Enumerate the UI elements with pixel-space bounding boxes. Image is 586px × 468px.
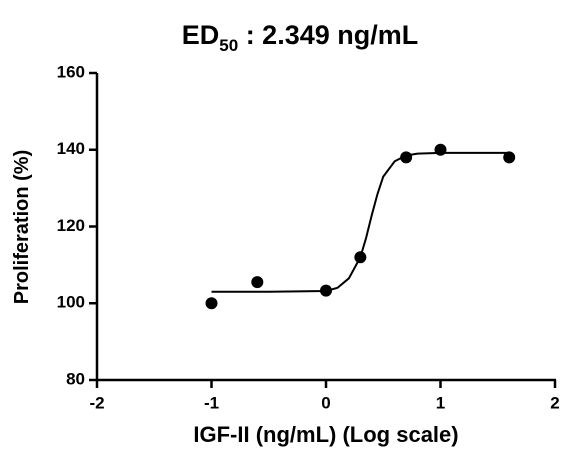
y-tick-label: 120 [57, 216, 85, 235]
data-point [400, 151, 413, 164]
x-tick-label: 2 [550, 393, 559, 412]
x-tick-label: -1 [204, 393, 219, 412]
data-point [354, 251, 367, 264]
y-tick-label: 100 [57, 293, 85, 312]
data-point [251, 276, 264, 289]
title-text: ED [182, 20, 220, 50]
data-point [205, 297, 218, 310]
y-tick-label: 140 [57, 139, 85, 158]
x-tick-label: 1 [436, 393, 445, 412]
data-point [320, 284, 332, 297]
x-tick-label: 0 [321, 393, 330, 412]
fit-curve [211, 151, 510, 293]
title-subscript: 50 [219, 36, 238, 55]
title-text: : 2.349 ng/mL [238, 20, 418, 50]
data-point [434, 143, 447, 156]
y-tick-label: 80 [66, 369, 85, 388]
x-tick-label: -2 [89, 393, 104, 412]
x-axis-label: IGF-II (ng/mL) (Log scale) [193, 422, 458, 447]
y-tick-label: 160 [57, 62, 85, 81]
chart-title: ED50 : 2.349 ng/mL [182, 20, 419, 55]
y-axis-label: Proliferation (%) [11, 150, 33, 304]
data-point [503, 151, 516, 164]
